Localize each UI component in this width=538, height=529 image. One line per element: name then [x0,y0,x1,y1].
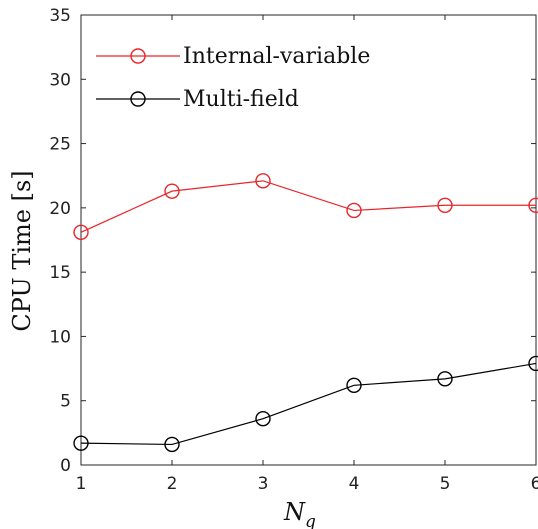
y-tick-label: 30 [49,70,71,90]
x-tick-label: 1 [76,474,87,494]
x-axis-label: Nq [283,498,316,529]
x-tick-label: 4 [349,474,360,494]
series-line-internal-variable [80,180,536,233]
data-point-multi-field [164,436,180,453]
x-axis-label-subscript: q [305,512,316,529]
y-tick-label: 10 [49,327,71,347]
data-point-multi-field [437,371,453,387]
data-point-multi-field [73,435,89,451]
data-point-multi-field [255,411,271,427]
y-tick-label: 15 [49,263,71,283]
data-point-internal-variable [528,197,538,213]
plot-frame [80,14,537,466]
series-line-multi-field [80,362,537,446]
data-point-internal-variable [73,224,89,240]
y-tick-label: 20 [49,199,71,219]
y-tick-label: 35 [49,6,71,26]
data-point-multi-field [346,377,362,393]
y-tick-label: 25 [49,135,71,155]
x-ticks: 1 2 3 4 5 6 [76,15,538,494]
data-point-multi-field [528,355,538,372]
data-point-internal-variable [255,173,271,189]
data-point-internal-variable [346,202,362,219]
y-axis-label: CPU Time [s] [8,170,36,331]
data-point-internal-variable [164,183,180,199]
legend-marker-internal-variable [130,48,146,64]
legend-marker-multi-field [130,91,146,107]
y-tick-label: 5 [60,392,71,412]
x-tick-label: 5 [440,474,451,494]
data-point-internal-variable [437,197,453,213]
x-tick-label: 6 [531,474,538,494]
x-axis-label-main: N [283,498,306,526]
y-tick-label: 0 [60,456,71,476]
legend-label-multi-field: Multi-field [183,87,299,112]
legend-label-internal-variable: Internal-variable [183,44,370,69]
legend: Internal-variable Multi-field [96,44,370,112]
x-tick-label: 2 [167,474,178,494]
series-layer [73,173,538,453]
x-tick-label: 3 [258,474,269,494]
axes [80,14,537,466]
y-ticks: 0 5 10 15 20 25 30 35 [49,6,536,476]
